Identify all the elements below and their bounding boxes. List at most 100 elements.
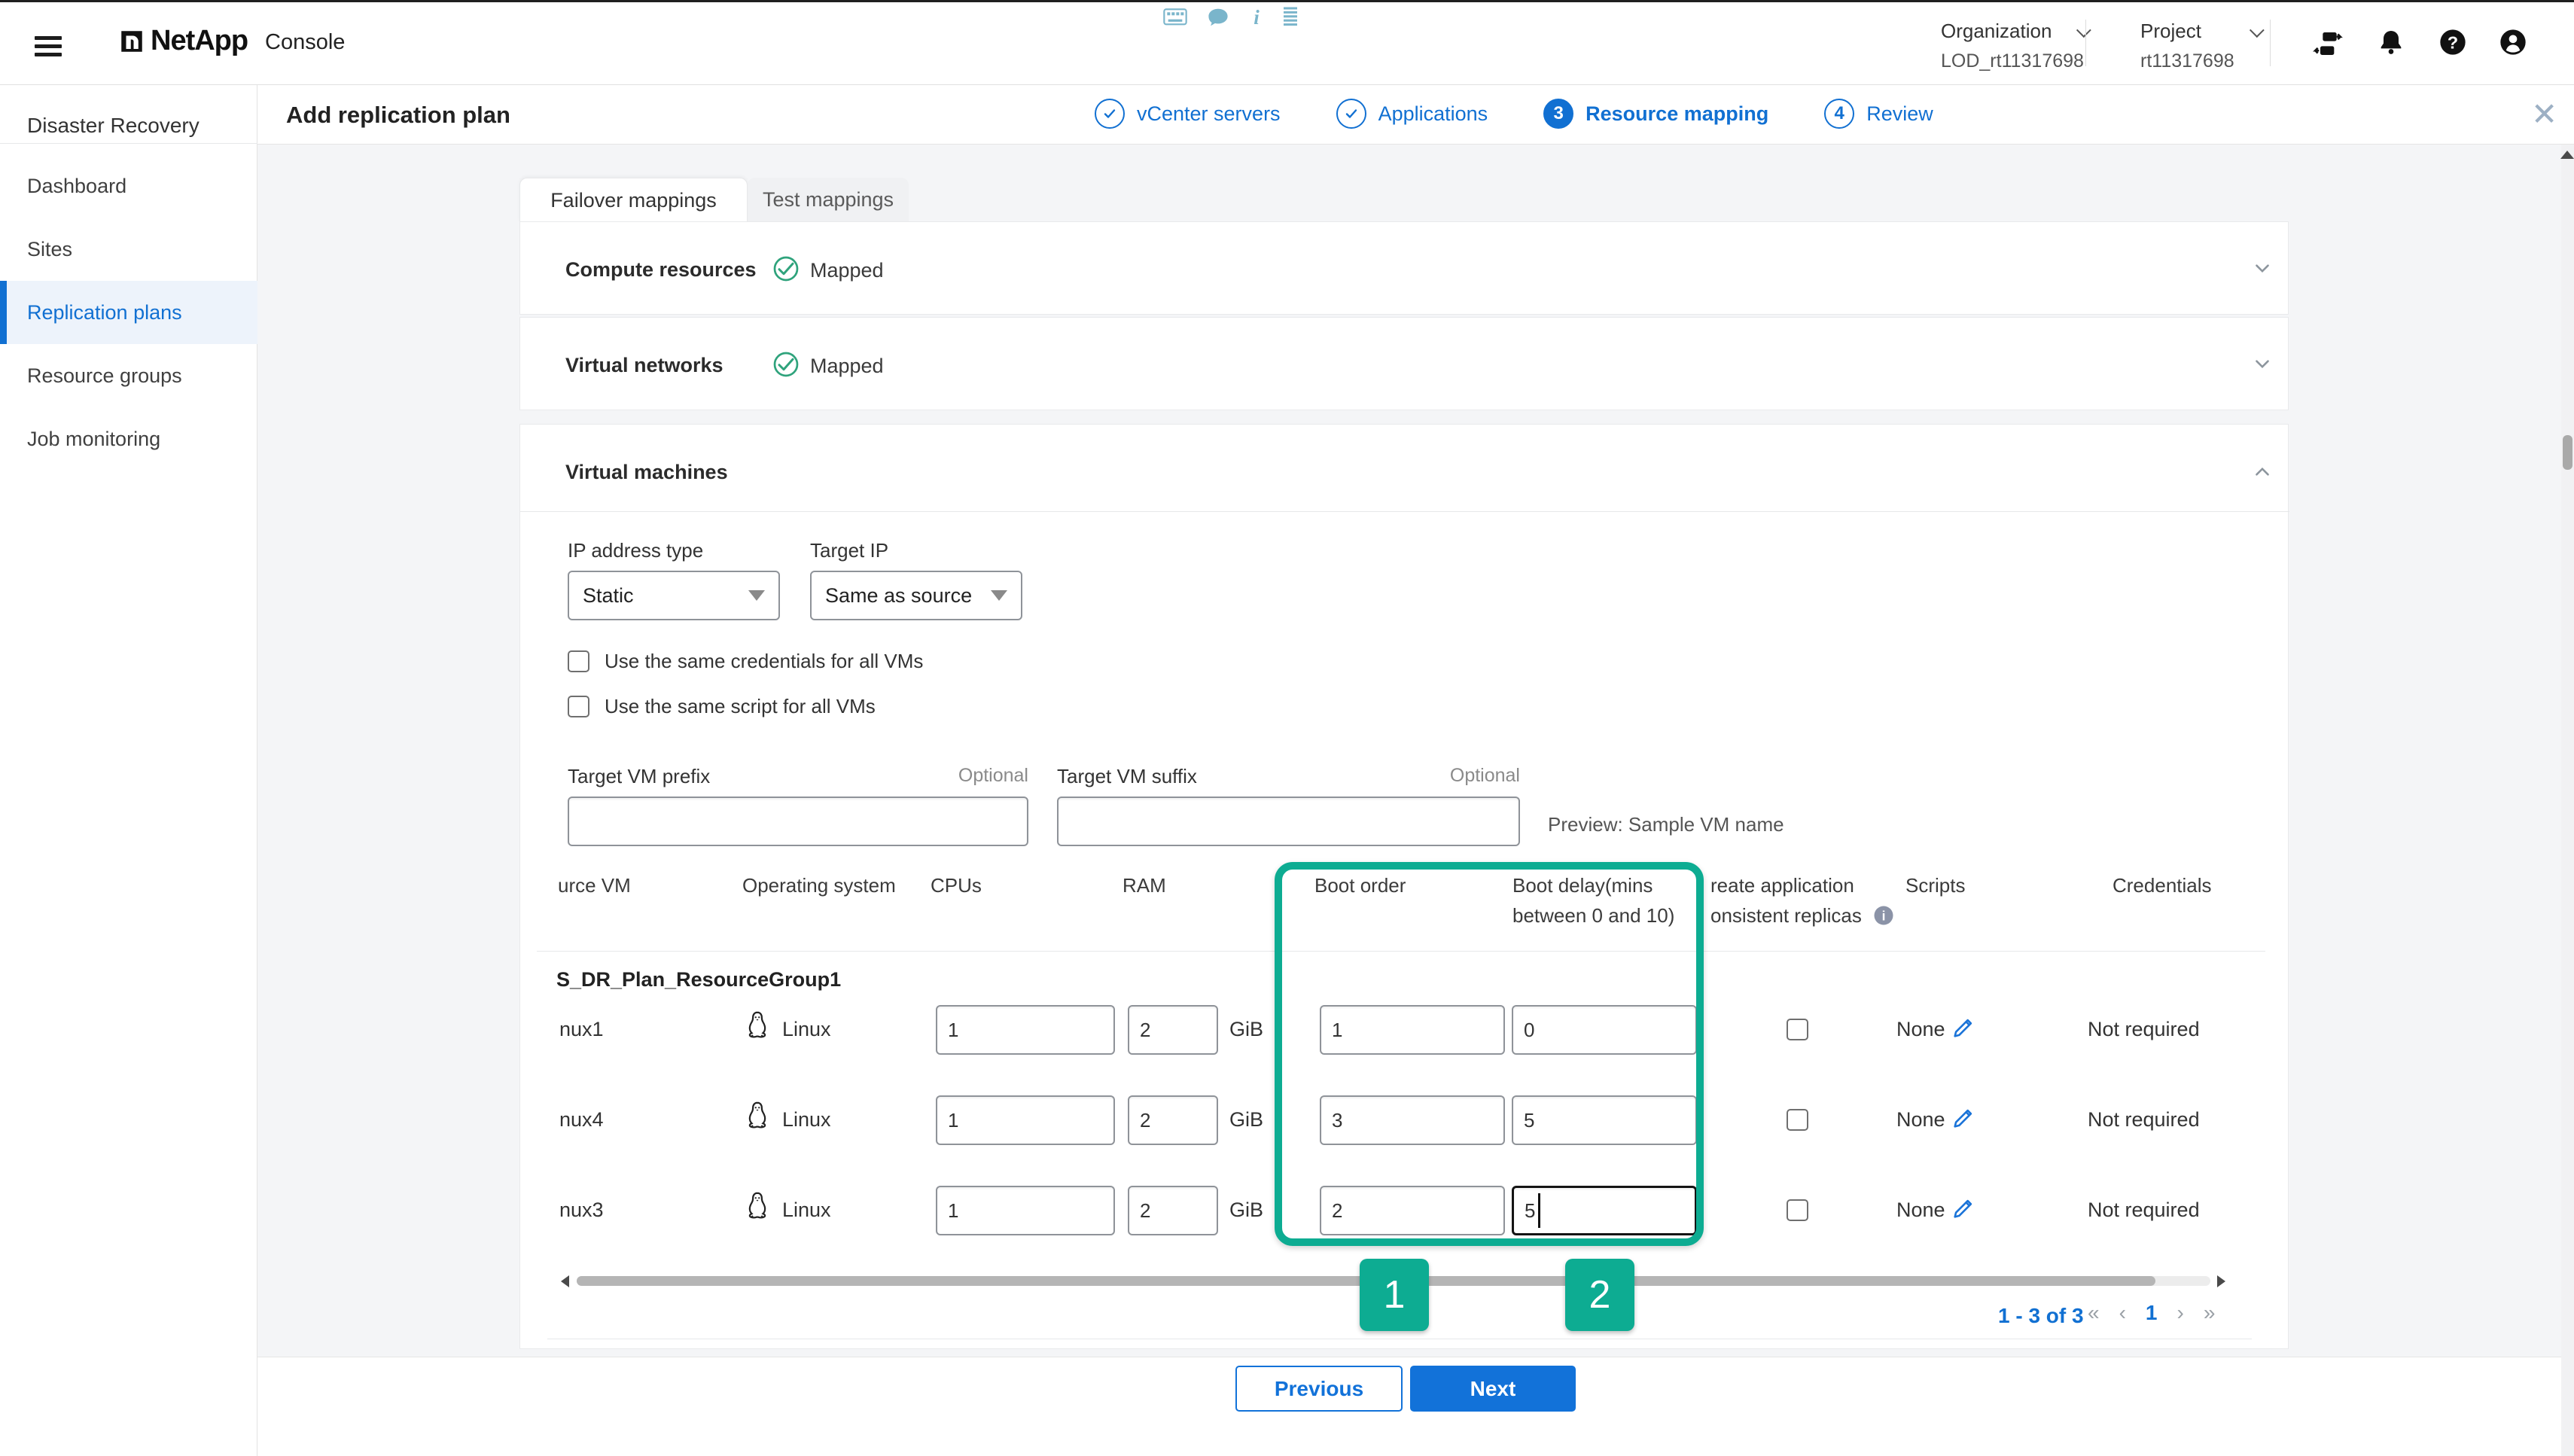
boot-delay-input-focused[interactable]: [1512, 1186, 1697, 1235]
org-value: LOD_rt11317698: [1941, 50, 2084, 72]
vm-name: nux4: [559, 1108, 604, 1131]
sidebar-item-dashboard[interactable]: Dashboard: [0, 154, 257, 218]
info-icon[interactable]: i: [1872, 904, 1895, 927]
mapped-check-icon: [773, 256, 799, 282]
previous-button[interactable]: Previous: [1235, 1366, 1403, 1412]
divider: [520, 511, 2289, 512]
cpus-input[interactable]: [936, 1005, 1115, 1055]
target-vm-prefix-input[interactable]: [568, 797, 1028, 846]
org-label: Organization: [1941, 20, 2052, 42]
menu-icon[interactable]: [35, 32, 62, 61]
chevron-down-icon: [2250, 23, 2265, 38]
step-review[interactable]: 4 Review: [1824, 99, 1933, 129]
boot-order-input[interactable]: [1320, 1186, 1505, 1235]
ram-unit: GiB: [1229, 1018, 1264, 1040]
vscroll-track[interactable]: [2561, 145, 2574, 1456]
vscroll-up-arrow[interactable]: [2560, 151, 2574, 159]
boot-delay-input[interactable]: [1512, 1095, 1697, 1145]
app-consistent-checkbox[interactable]: [1787, 1019, 1808, 1040]
help-icon[interactable]: [2438, 27, 2468, 57]
checkbox-label: Use the same script for all VMs: [605, 695, 876, 717]
org-selector[interactable]: Organization LOD_rt11317698: [1941, 20, 2091, 72]
pagination-last-icon[interactable]: »: [2203, 1301, 2216, 1324]
sidebar-item-label: Resource groups: [27, 364, 182, 387]
notifications-bell-icon[interactable]: [2376, 27, 2406, 57]
optional-hint: Optional: [1449, 765, 1520, 786]
annotation-badge-2: 2: [1565, 1259, 1634, 1331]
compute-resources-panel: Compute resources Mapped: [519, 221, 2289, 315]
connector-switch-icon[interactable]: [2313, 29, 2343, 59]
chevron-down-icon[interactable]: [2252, 354, 2273, 375]
same-script-checkbox[interactable]: [568, 696, 589, 717]
tab-label: Test mappings: [762, 188, 894, 211]
ip-address-type-select[interactable]: Static: [568, 571, 780, 620]
project-selector[interactable]: Project rt11317698: [2140, 20, 2265, 72]
step-label: Applications: [1378, 102, 1488, 125]
step-label: Resource mapping: [1586, 102, 1769, 125]
sidebar-item-sites[interactable]: Sites: [0, 218, 257, 281]
target-vm-suffix-input[interactable]: [1057, 797, 1520, 846]
ram-input[interactable]: [1128, 1186, 1218, 1235]
svg-text:i: i: [1881, 908, 1885, 923]
resource-group-label: S_DR_Plan_ResourceGroup1: [556, 968, 842, 991]
edit-pencil-icon[interactable]: [1951, 1105, 1976, 1131]
virtual-machines-panel: Virtual machines IP address type Target …: [519, 424, 2289, 1349]
step-vcenter-servers[interactable]: vCenter servers: [1095, 99, 1281, 129]
chevron-up-icon[interactable]: [2252, 461, 2273, 482]
step-applications[interactable]: Applications: [1336, 99, 1488, 129]
step-number: 3: [1543, 99, 1574, 129]
os-name: Linux: [782, 1018, 831, 1040]
sidebar-item-label: Sites: [27, 237, 73, 260]
next-button[interactable]: Next: [1410, 1366, 1576, 1412]
col-app-line1: reate application: [1710, 874, 1854, 897]
step-complete-icon: [1336, 99, 1366, 129]
app-consistent-checkbox[interactable]: [1787, 1109, 1808, 1131]
step-resource-mapping[interactable]: 3 Resource mapping: [1543, 99, 1768, 129]
edit-pencil-icon[interactable]: [1951, 1196, 1976, 1221]
app-consistent-checkbox[interactable]: [1787, 1199, 1808, 1221]
keyboard-icon[interactable]: [1163, 7, 1187, 28]
ram-input[interactable]: [1128, 1005, 1218, 1055]
boot-delay-input[interactable]: [1512, 1005, 1697, 1055]
chevron-down-icon[interactable]: [2252, 258, 2273, 279]
vscroll-thumb[interactable]: [2563, 435, 2572, 470]
mapped-status: Mapped: [810, 355, 884, 377]
ram-input[interactable]: [1128, 1095, 1218, 1145]
tab-failover-mappings[interactable]: Failover mappings: [519, 178, 748, 222]
sidebar: Disaster Recovery Dashboard Sites Replic…: [0, 85, 257, 1456]
sidebar-item-job-monitoring[interactable]: Job monitoring: [0, 407, 257, 471]
page-title: Add replication plan: [286, 102, 510, 128]
edit-pencil-icon[interactable]: [1951, 1015, 1976, 1040]
close-icon[interactable]: ✕: [2531, 96, 2558, 132]
boot-order-input[interactable]: [1320, 1095, 1505, 1145]
same-credentials-checkbox[interactable]: [568, 650, 589, 672]
vm-name: nux1: [559, 1018, 604, 1040]
svg-text:i: i: [1253, 6, 1260, 29]
pagination-next-icon[interactable]: ›: [2176, 1301, 2184, 1324]
cpus-input[interactable]: [936, 1186, 1115, 1235]
chat-bubble-icon[interactable]: [1205, 7, 1231, 28]
account-icon[interactable]: [2498, 27, 2528, 57]
sidebar-item-label: Job monitoring: [27, 427, 161, 450]
ram-unit: GiB: [1229, 1199, 1264, 1221]
next-label: Next: [1470, 1376, 1516, 1400]
target-ip-select[interactable]: Same as source: [810, 571, 1022, 620]
pagination-prev-icon[interactable]: ‹: [2119, 1301, 2126, 1324]
pagination-first-icon[interactable]: «: [2088, 1301, 2100, 1324]
caret-down-icon: [748, 590, 765, 601]
selected-value: Same as source: [825, 583, 973, 607]
hscroll-left-arrow[interactable]: [561, 1275, 569, 1287]
cpus-input[interactable]: [936, 1095, 1115, 1145]
info-italic-icon[interactable]: i: [1249, 6, 1264, 29]
product-name: Console: [265, 30, 346, 54]
sidebar-item-resource-groups[interactable]: Resource groups: [0, 344, 257, 407]
section-title: Virtual networks: [565, 354, 723, 376]
tab-test-mappings[interactable]: Test mappings: [748, 178, 909, 222]
boot-order-input[interactable]: [1320, 1005, 1505, 1055]
col-ram: RAM: [1123, 874, 1166, 897]
pagination-page[interactable]: 1: [2145, 1301, 2158, 1324]
col-scripts: Scripts: [1905, 874, 1966, 897]
list-icon[interactable]: [1282, 6, 1299, 29]
hscroll-right-arrow[interactable]: [2217, 1275, 2225, 1287]
sidebar-item-replication-plans[interactable]: Replication plans: [0, 281, 257, 344]
